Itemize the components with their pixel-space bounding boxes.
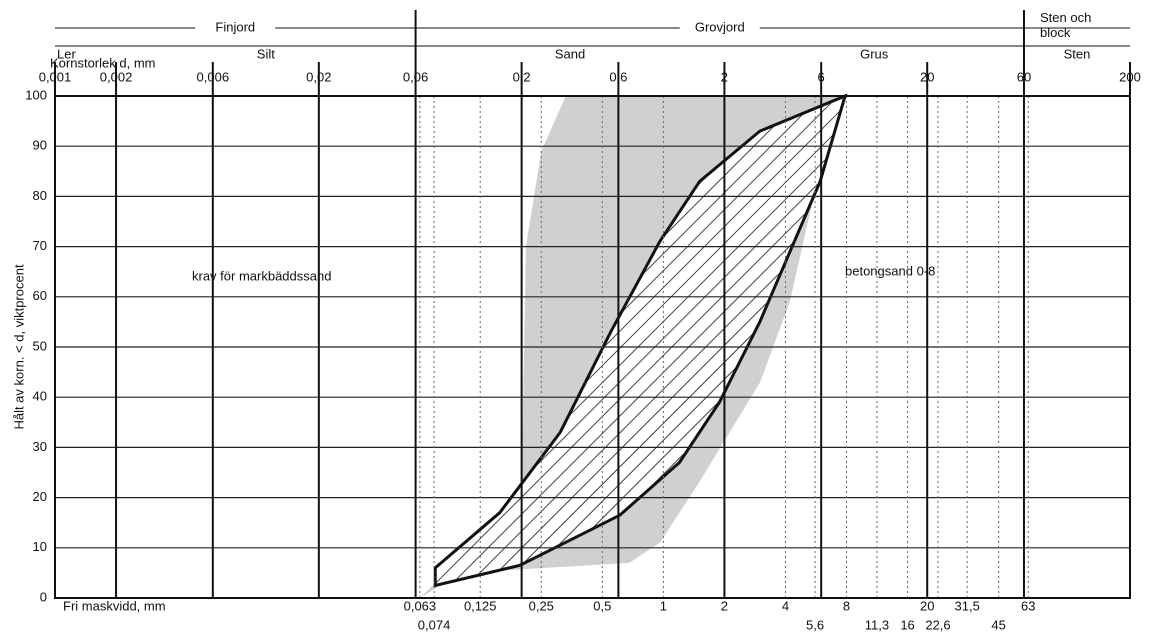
x-tick-label: 6 [818, 69, 825, 84]
sieve-label: 22,6 [925, 617, 950, 632]
x-tick-label: 0,001 [39, 69, 72, 84]
y-tick-label: 20 [33, 489, 47, 504]
y-tick-label: 0 [40, 589, 47, 604]
sieve-label: 8 [843, 598, 850, 613]
subzone-label: Grus [860, 46, 889, 61]
sieve-label: 2 [721, 598, 728, 613]
region-label: krav för markbäddssand [192, 268, 331, 283]
sieve-label: 16 [900, 617, 914, 632]
region-label: betongsand 0-8 [845, 263, 935, 278]
sieve-label: 0,063 [404, 598, 437, 613]
y-tick-label: 90 [33, 138, 47, 153]
x-tick-label: 0,02 [306, 69, 331, 84]
sieve-label: 1 [660, 598, 667, 613]
axis-label: Hålt av korn. < d, viktprocent [11, 264, 26, 429]
region [433, 93, 848, 588]
zone-label: Sten och block [1040, 10, 1092, 40]
y-tick-label: 30 [33, 439, 47, 454]
x-tick-label: 0,06 [403, 69, 428, 84]
subzone-label: Sten [1064, 46, 1091, 61]
plot-frame [54, 95, 1131, 599]
sieve-label: 5,6 [806, 617, 824, 632]
sieve-label: 45 [991, 617, 1005, 632]
label-bg [195, 20, 276, 36]
sieve-label: 20 [920, 598, 934, 613]
y-tick-label: 80 [33, 188, 47, 203]
x-tick-label: 0,6 [609, 69, 627, 84]
x-tick-label: 20 [920, 69, 934, 84]
sieve-label: 0,125 [464, 598, 497, 613]
zone-label: Finjord [215, 19, 255, 34]
sieve-label: 11,3 [865, 617, 889, 632]
axis-label: Fri maskvidd, mm [63, 598, 166, 613]
label-bg [679, 20, 760, 36]
zone-label: Grovjord [695, 19, 745, 34]
sieve-label: 63 [1021, 598, 1035, 613]
subzone-label: Sand [555, 46, 585, 61]
axis-label: Kornstorlek d, mm [50, 55, 155, 70]
x-tick-label: 0,002 [100, 69, 133, 84]
sieve-label: 0,25 [529, 598, 554, 613]
sieve-label: 0,074 [418, 617, 451, 632]
x-tick-label: 0,2 [513, 69, 531, 84]
sieve-label: 4 [782, 598, 789, 613]
x-tick-label: 2 [721, 69, 728, 84]
y-tick-label: 70 [33, 238, 47, 253]
y-tick-label: 50 [33, 338, 47, 353]
y-tick-label: 60 [33, 288, 47, 303]
subzone-label: Silt [257, 46, 275, 61]
y-tick-label: 100 [25, 87, 47, 102]
subzone-label: Ler [57, 46, 76, 61]
x-tick-label: 60 [1017, 69, 1031, 84]
sieve-label: 31,5 [955, 598, 980, 613]
y-tick-label: 10 [33, 539, 47, 554]
x-tick-label: 0,006 [197, 69, 230, 84]
x-tick-label: 200 [1119, 69, 1141, 84]
sieve-label: 0,5 [593, 598, 611, 613]
y-tick-label: 40 [33, 389, 47, 404]
